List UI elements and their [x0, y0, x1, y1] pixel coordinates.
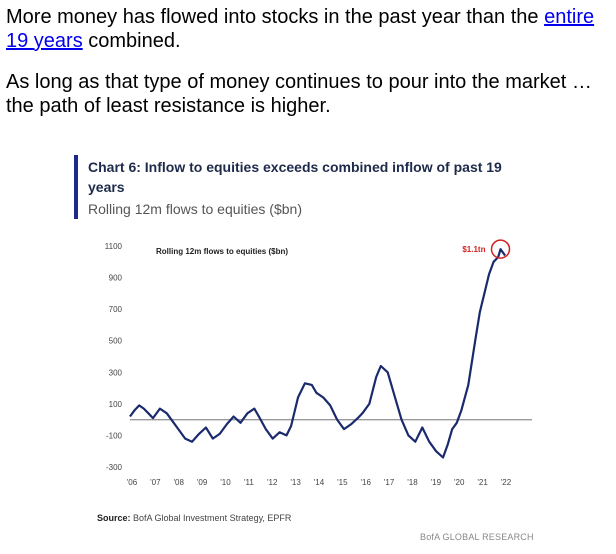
article-paragraph-1: More money has flowed into stocks in the… — [6, 5, 606, 53]
chart-title: Chart 6: Inflow to equities exceeds comb… — [88, 159, 502, 195]
brand-label: BofA GLOBAL RESEARCH — [420, 532, 534, 542]
chart-subtitle: Rolling 12m flows to equities ($bn) — [88, 201, 302, 217]
entire-19-years-link[interactable]: entire 19 years — [6, 6, 595, 52]
chart-source: Source: BofA Global Investment Strategy,… — [97, 513, 291, 523]
title-accent-bar — [74, 155, 78, 219]
source-label: Source: — [97, 513, 131, 523]
paragraph-text: combined. — [82, 30, 181, 52]
paragraph-text: More money has flowed into stocks in the… — [6, 6, 545, 28]
source-text: BofA Global Investment Strategy, EPFR — [130, 513, 292, 523]
article-paragraph-2: As long as that type of money continues … — [6, 71, 592, 117]
